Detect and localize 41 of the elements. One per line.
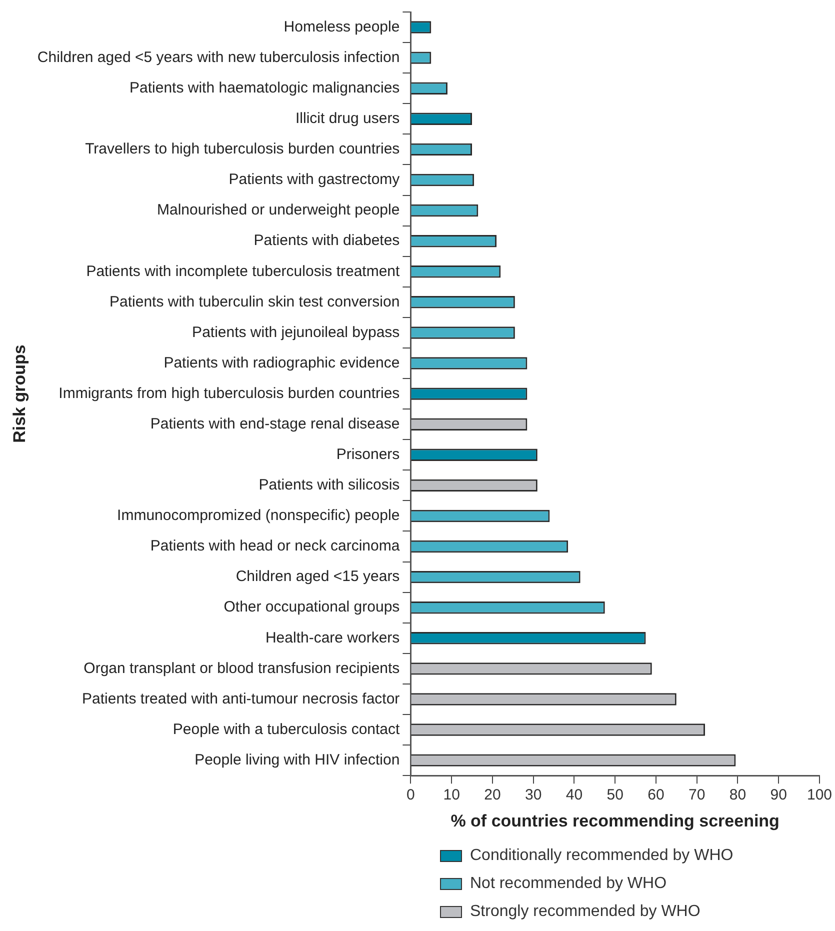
y-tick-label: Patients with incomplete tuberculosis treatment [86,262,401,280]
legend-label: Strongly recommended by WHO [470,903,700,921]
y-tick-label: Patients with diabetes [254,232,400,250]
y-tick-label: Patients with gastrectomy [228,171,400,188]
y-tick-label: Immunocompromized (nonspecific) people [117,507,400,524]
x-tick-label: 90 [770,786,787,804]
y-tick-label: Children aged <15 years [236,568,400,586]
y-tick-label: Other occupational groups [224,598,400,616]
y-tick-label: Organ transplant or blood transfusion recipients [84,660,400,677]
y-tick-label: Patients treated with anti-tumour necrosis factor [82,690,400,708]
y-tick-label: Immigrants from high tuberculosis burden countries [58,384,400,402]
x-tick-label: 50 [606,786,624,804]
x-tick-label: 60 [648,786,664,804]
x-tick-label: 20 [484,786,501,804]
y-tick-label: Patients with end-stage renal disease [150,415,400,432]
y-tick-label: People living with HIV infection [194,751,400,768]
y-tick-label: Patients with radiographic evidence [164,354,400,372]
legend-label: Not recommended by WHO [470,875,667,893]
y-tick-label: Patients with haematologic malignancies [130,80,400,96]
y-axis-title: Risk groups [10,344,29,443]
y-tick-label: Illicit drug users [295,110,400,128]
x-tick-label: 80 [729,786,746,804]
y-tick-label: People with a tuberculosis contact [172,720,401,738]
x-tick-label: 30 [524,786,542,804]
y-tick-label: Patients with head or neck carcinoma [150,538,400,555]
y-tick-label: Malnourished or underweight people [157,202,400,219]
y-tick-label: Health-care workers [265,629,400,646]
y-tick-label: Homeless people [284,18,400,36]
x-tick-label: 40 [566,786,583,804]
x-tick-label: 100 [806,786,832,804]
x-axis-title: % of countries recommending screening [450,811,780,830]
legend-label: Conditionally recommended by WHO [470,847,734,865]
x-tick-label: 10 [443,786,460,804]
y-tick-label: Prisoners [336,446,400,464]
y-tick-label: Travellers to high tuberculosis burden countries [85,140,400,158]
x-tick-label: 0 [406,786,415,804]
y-tick-label: Children aged <5 years with new tuberculosis infection [37,48,400,66]
y-tick-label: Patients with jejunoileal bypass [192,324,400,341]
y-tick-label: Patients with tuberculin skin test conversion [110,293,400,310]
y-tick-label: Patients with silicosis [258,476,400,494]
x-tick-label: 70 [688,786,706,804]
